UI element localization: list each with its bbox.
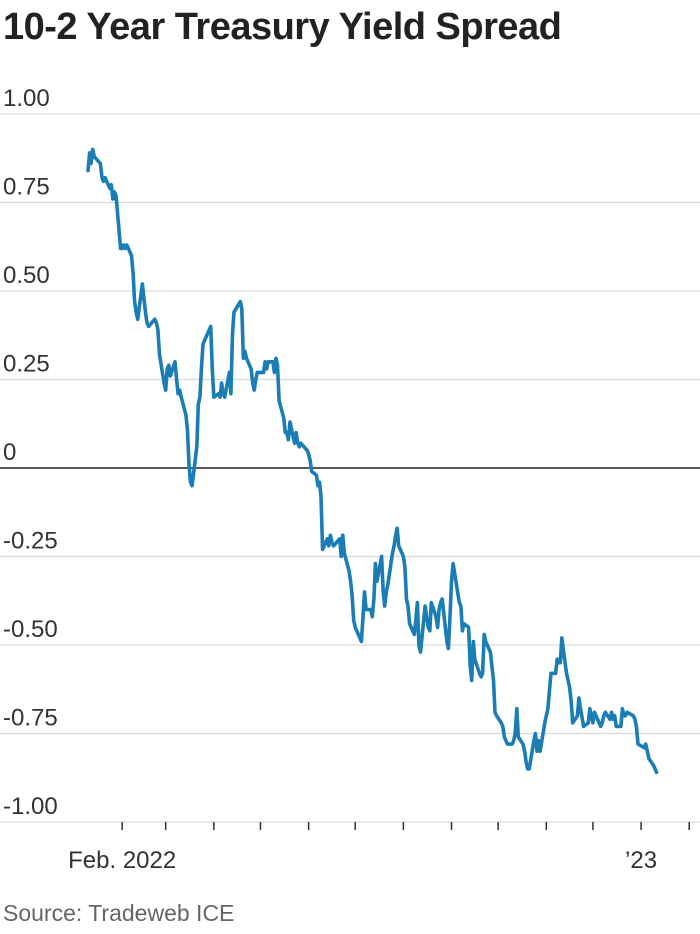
y-tick-label-4: 0 [3, 439, 16, 466]
y-tick-label-7: -0.75 [3, 705, 58, 732]
chart-title: 10-2 Year Treasury Yield Spread [3, 6, 562, 48]
y-tick-label-2: 0.50 [3, 262, 50, 289]
y-tick-label-1: 0.75 [3, 174, 50, 201]
x-axis: Feb. 2022 ’23 [68, 822, 690, 874]
source-note: Source: Tradeweb ICE [3, 900, 235, 926]
y-axis-tick-labels: 1.00 0.75 0.50 0.25 0 -0.25 -0.50 -0.75 -1.00 [3, 85, 58, 820]
gridlines [0, 113, 700, 823]
series-line-0 [86, 147, 659, 775]
series-layer [86, 147, 659, 775]
y-tick-label-6: -0.50 [3, 616, 58, 643]
x-tick-label-1: ’23 [625, 847, 657, 874]
y-tick-label-5: -0.25 [3, 528, 58, 555]
y-tick-label-8: -1.00 [3, 793, 58, 820]
y-tick-label-0: 1.00 [3, 85, 50, 112]
y-tick-label-3: 0.25 [3, 351, 50, 378]
x-tick-label-0: Feb. 2022 [68, 847, 176, 874]
